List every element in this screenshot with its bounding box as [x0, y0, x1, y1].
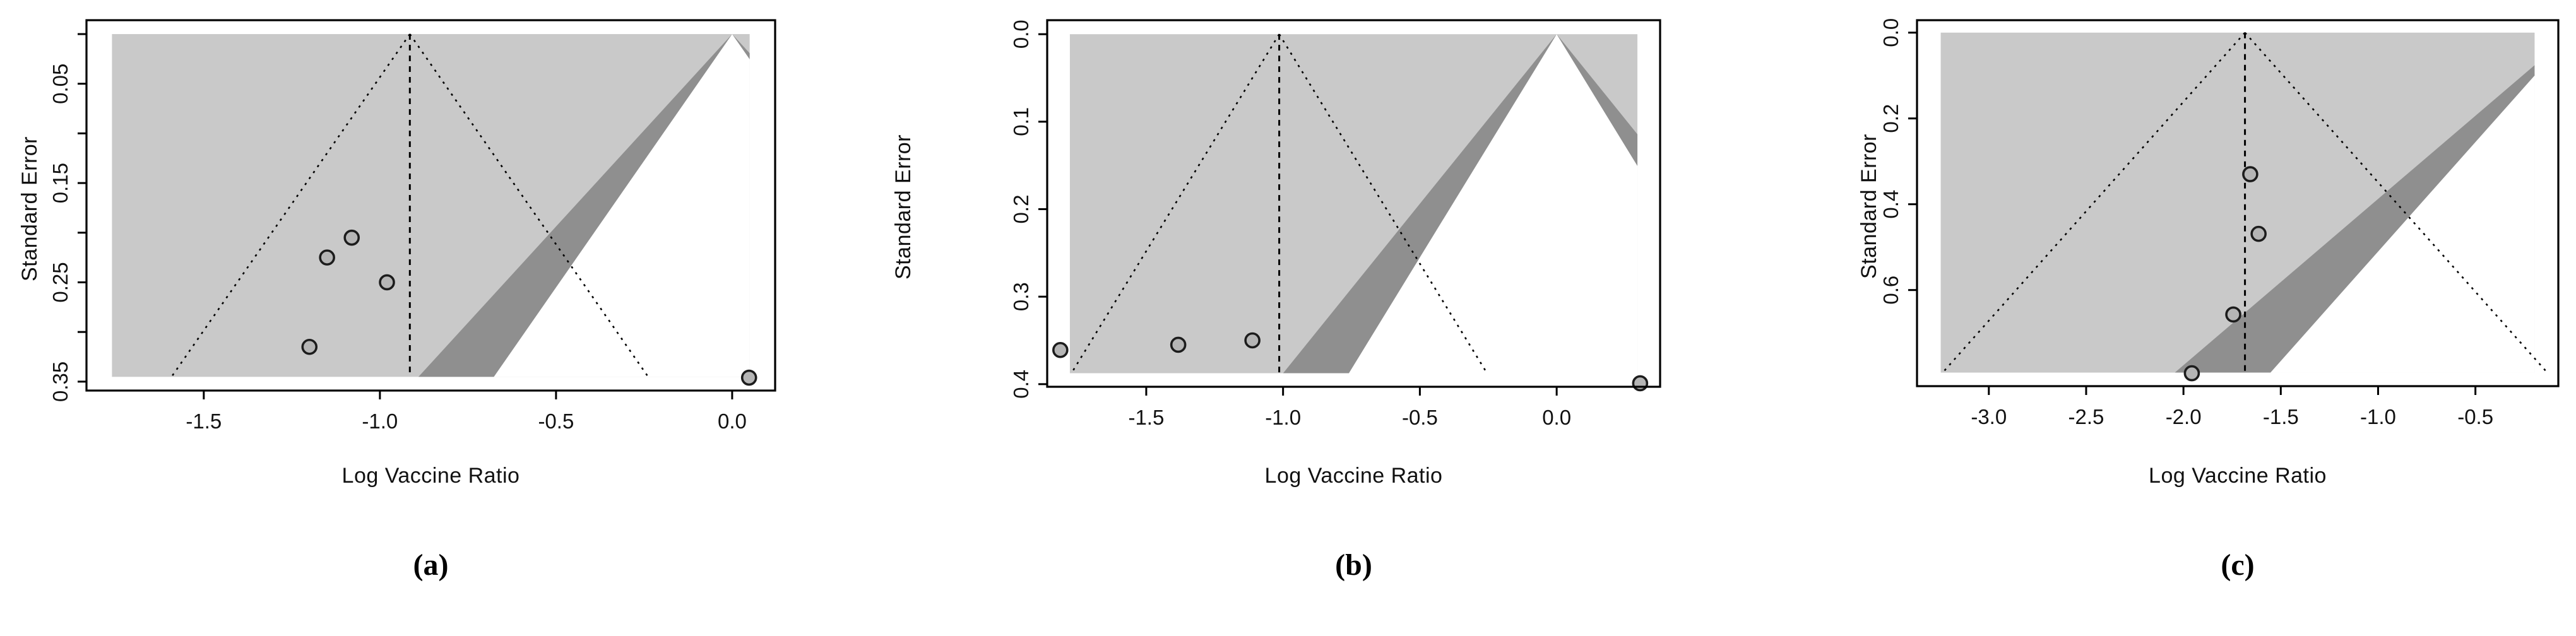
svg-text:0.0: 0.0 — [1879, 18, 1902, 47]
panel-b: -1.5 -1.0 -0.5 0.0 0.0 0.1 0.2 0.3 0.4 Standard … — [858, 0, 1717, 636]
panel-caption-a: (a) — [413, 548, 449, 582]
y-axis-label-a: Standard Error — [18, 136, 42, 281]
panel-a: -1.5 -1.0 -0.5 0.0 0.05 0.15 0.25 0.35 Standard… — [0, 0, 858, 636]
funnel-plot-c: -3.0 -2.5 -2.0 -1.5 -1.0 -0.5 0.0 0.2 0.4 0.6 — [1879, 18, 2560, 428]
svg-text:0.2: 0.2 — [1879, 104, 1902, 133]
y-axis-label-b: Standard Error — [891, 134, 915, 280]
svg-text:0.2: 0.2 — [1009, 195, 1033, 224]
svg-text:0.0: 0.0 — [718, 409, 747, 433]
svg-text:0.0: 0.0 — [1009, 20, 1033, 49]
funnel-plot-b: -1.5 -1.0 -0.5 0.0 0.0 0.1 0.2 0.3 0.4 — [1009, 19, 1661, 429]
x-axis-label-b: Log Vaccine Ratio — [1264, 464, 1443, 488]
svg-text:-0.5: -0.5 — [538, 409, 574, 433]
svg-text:0.4: 0.4 — [1879, 190, 1902, 219]
svg-text:0.05: 0.05 — [49, 64, 72, 104]
svg-text:-1.0: -1.0 — [2360, 405, 2396, 428]
funnel-plot-a: -1.5 -1.0 -0.5 0.0 0.05 0.15 0.25 0.35 — [49, 19, 776, 433]
svg-text:0.4: 0.4 — [1009, 370, 1033, 399]
svg-text:0.25: 0.25 — [49, 262, 72, 302]
svg-text:0.0: 0.0 — [1542, 406, 1571, 429]
svg-text:0.15: 0.15 — [49, 163, 72, 203]
svg-text:0.3: 0.3 — [1009, 282, 1033, 311]
svg-text:-1.0: -1.0 — [362, 409, 398, 433]
svg-text:0.6: 0.6 — [1879, 276, 1902, 305]
svg-text:-2.5: -2.5 — [2069, 405, 2104, 428]
y-axis-label-c: Standard Error — [1857, 134, 1881, 279]
panel-c: -3.0 -2.5 -2.0 -1.5 -1.0 -0.5 0.0 0.2 0.4 0.6 Sta… — [1717, 0, 2576, 636]
panel-caption-c: (c) — [2221, 548, 2255, 582]
svg-text:-3.0: -3.0 — [1971, 405, 2007, 428]
svg-text:0.1: 0.1 — [1009, 107, 1033, 136]
panel-caption-b: (b) — [1335, 548, 1372, 582]
svg-text:0.35: 0.35 — [49, 362, 72, 402]
svg-text:-1.5: -1.5 — [1128, 406, 1164, 429]
svg-text:-1.5: -1.5 — [186, 409, 222, 433]
svg-text:-1.5: -1.5 — [2263, 405, 2299, 428]
svg-text:-0.5: -0.5 — [2457, 405, 2493, 428]
x-axis-label-a: Log Vaccine Ratio — [341, 464, 520, 488]
svg-text:-2.0: -2.0 — [2166, 405, 2202, 428]
x-axis-label-c: Log Vaccine Ratio — [2149, 464, 2327, 488]
svg-text:-1.0: -1.0 — [1265, 406, 1301, 429]
svg-text:-0.5: -0.5 — [1402, 406, 1438, 429]
